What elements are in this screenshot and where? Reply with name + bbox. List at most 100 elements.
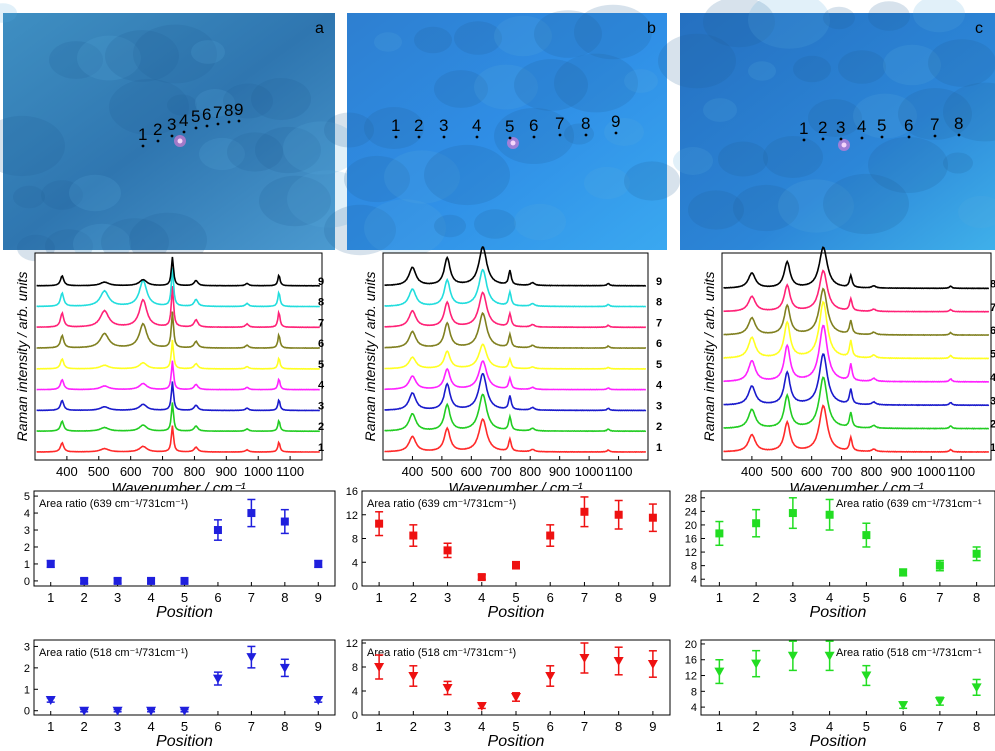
- ratio-plot-a-2: 0 1 2 3 1 2 3 4 5 6 7 8 9 Area ratio (518 cm⁻¹/731cm⁻…: [24, 639, 336, 750]
- photo-texture: [69, 174, 121, 212]
- photo-texture: [808, 99, 862, 137]
- trace-label: 9: [318, 276, 324, 288]
- x-tick-label: 2: [81, 590, 88, 605]
- data-point: [279, 663, 290, 673]
- spectrum-trace: [384, 418, 647, 453]
- x-tick-label: 8: [973, 590, 980, 605]
- position-dot: [614, 131, 618, 135]
- y-tick-label: 1: [24, 559, 30, 571]
- trace-label: 5: [318, 359, 324, 371]
- y-tick-label: 28: [685, 493, 697, 505]
- trace-label: 5: [656, 359, 662, 371]
- data-point: [613, 657, 624, 666]
- position-dot: [194, 126, 198, 130]
- photo-texture: [943, 152, 973, 174]
- photo-texture: [928, 39, 995, 87]
- position-label: 7: [213, 103, 222, 122]
- x-tick-label: 500: [431, 464, 453, 479]
- photo-texture: [364, 107, 424, 149]
- photo-texture: [167, 94, 197, 116]
- position-dot: [170, 134, 174, 138]
- y-tick-label: 0: [24, 576, 30, 588]
- position-dot: [802, 138, 806, 142]
- spectrum-trace: [36, 286, 320, 329]
- x-tick-label: 1000: [917, 464, 946, 479]
- panel-letter: a: [315, 20, 324, 37]
- y-axis-label: Raman intensity / arb. units: [701, 272, 717, 442]
- data-point: [213, 526, 222, 535]
- y-tick-label: 12: [346, 638, 358, 650]
- data-point: [314, 559, 323, 568]
- position-dot: [156, 139, 160, 143]
- x-tick-label: 900: [890, 464, 912, 479]
- x-tick-label: 4: [826, 590, 833, 605]
- data-point: [280, 517, 289, 526]
- x-tick-label: 2: [753, 719, 760, 734]
- x-tick-label: 4: [147, 590, 154, 605]
- spectrum-trace: [384, 343, 646, 370]
- x-tick-label: 9: [315, 719, 322, 734]
- data-point: [861, 671, 872, 681]
- y-tick-label: 24: [685, 506, 697, 518]
- micrograph-photo: [680, 13, 995, 250]
- laser-spot-core: [510, 140, 516, 146]
- data-point: [614, 510, 623, 519]
- x-tick-label: 1: [47, 590, 54, 605]
- data-point: [408, 672, 419, 681]
- photo-texture: [658, 33, 736, 89]
- ratio-annotation: Area ratio (518 cm⁻¹/731cm⁻¹): [39, 647, 188, 659]
- position-dot: [907, 135, 911, 139]
- data-point: [247, 509, 256, 518]
- data-point: [899, 568, 908, 577]
- laser-spot-core: [177, 138, 183, 144]
- data-point: [714, 667, 725, 677]
- data-point: [179, 706, 190, 716]
- x-tick-label: 2: [753, 590, 760, 605]
- photo-texture: [133, 24, 217, 84]
- photo-texture: [191, 40, 225, 64]
- spectrum-trace: [384, 360, 647, 391]
- spectrum-trace: [723, 300, 990, 360]
- spectrum-trace: [384, 246, 647, 287]
- photo-texture: [454, 21, 502, 55]
- position-label: 2: [818, 118, 827, 137]
- position-label: 4: [857, 117, 866, 136]
- x-tick-label: 8: [615, 590, 622, 605]
- photo-texture: [778, 179, 854, 233]
- photo-texture: [564, 123, 594, 145]
- data-point: [45, 696, 56, 705]
- y-tick-label: 5: [24, 491, 30, 503]
- position-dot: [584, 133, 588, 137]
- laser-spot-core: [841, 142, 847, 148]
- x-tick-label: 600: [120, 464, 142, 479]
- x-axis-label: Position: [156, 733, 213, 750]
- x-tick-label: 6: [214, 719, 221, 734]
- spectrum-trace: [723, 287, 990, 337]
- photo-texture: [0, 115, 65, 177]
- trace-label: 8: [656, 297, 662, 309]
- photo-texture: [255, 126, 321, 174]
- position-label: 5: [505, 117, 514, 136]
- photo-texture: [494, 15, 552, 57]
- x-tick-label: 5: [181, 590, 188, 605]
- data-point: [147, 576, 156, 585]
- position-dot: [880, 135, 884, 139]
- position-label: 2: [153, 120, 162, 139]
- photo-texture: [624, 161, 680, 201]
- x-tick-label: 400: [402, 464, 424, 479]
- x-axis-label: Position: [488, 604, 545, 621]
- data-point: [934, 697, 945, 707]
- trace-label: 4: [990, 372, 995, 384]
- position-label: 3: [439, 116, 448, 135]
- photo-texture: [604, 118, 644, 146]
- spectrum-trace: [723, 376, 990, 430]
- photo-texture: [868, 1, 910, 31]
- x-tick-label: 8: [615, 719, 622, 734]
- spectra-frame: [382, 252, 649, 461]
- x-tick-label: 3: [444, 719, 451, 734]
